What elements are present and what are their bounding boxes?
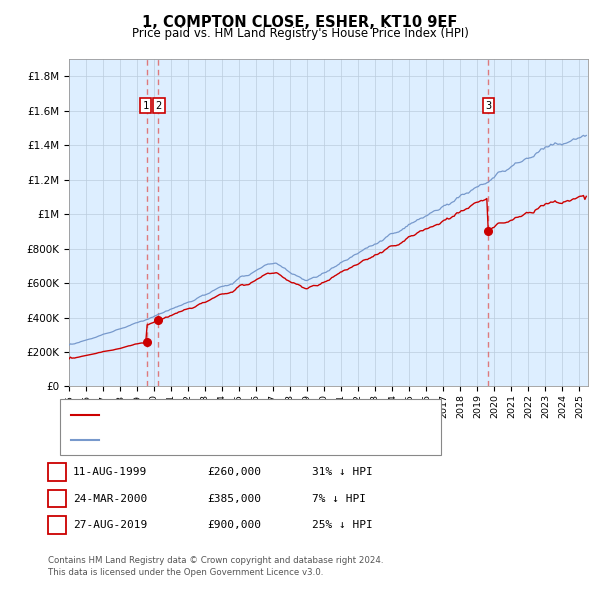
Text: Contains HM Land Registry data © Crown copyright and database right 2024.: Contains HM Land Registry data © Crown c… <box>48 556 383 565</box>
Text: £385,000: £385,000 <box>207 494 261 503</box>
Text: 1, COMPTON CLOSE, ESHER, KT10 9EF (detached house): 1, COMPTON CLOSE, ESHER, KT10 9EF (detac… <box>105 409 399 419</box>
Text: 1: 1 <box>53 467 61 477</box>
Text: 2: 2 <box>156 100 162 110</box>
Text: 2: 2 <box>53 494 61 503</box>
Text: 1, COMPTON CLOSE, ESHER, KT10 9EF: 1, COMPTON CLOSE, ESHER, KT10 9EF <box>142 15 458 30</box>
Text: 7% ↓ HPI: 7% ↓ HPI <box>312 494 366 503</box>
Text: This data is licensed under the Open Government Licence v3.0.: This data is licensed under the Open Gov… <box>48 568 323 577</box>
Text: £260,000: £260,000 <box>207 467 261 477</box>
Text: 3: 3 <box>485 100 491 110</box>
Text: 27-AUG-2019: 27-AUG-2019 <box>73 520 148 530</box>
Text: HPI: Average price, detached house, Elmbridge: HPI: Average price, detached house, Elmb… <box>105 435 351 445</box>
Text: 25% ↓ HPI: 25% ↓ HPI <box>312 520 373 530</box>
Text: £900,000: £900,000 <box>207 520 261 530</box>
Text: 24-MAR-2000: 24-MAR-2000 <box>73 494 148 503</box>
Text: Price paid vs. HM Land Registry's House Price Index (HPI): Price paid vs. HM Land Registry's House … <box>131 27 469 40</box>
Text: 11-AUG-1999: 11-AUG-1999 <box>73 467 148 477</box>
Text: 31% ↓ HPI: 31% ↓ HPI <box>312 467 373 477</box>
Text: 3: 3 <box>53 520 61 530</box>
Text: 1: 1 <box>142 100 149 110</box>
